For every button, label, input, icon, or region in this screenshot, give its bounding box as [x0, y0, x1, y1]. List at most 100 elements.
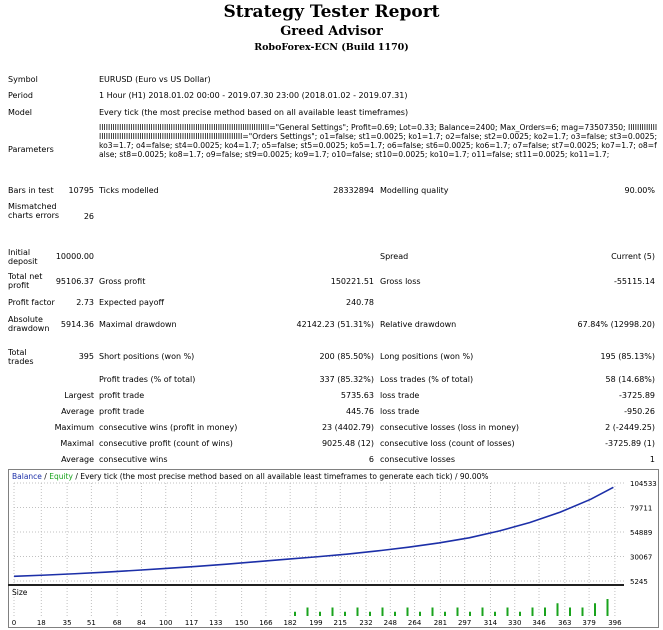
- legend-rest: / Every tick (the most precise method ba…: [73, 472, 489, 481]
- abs-drawdown-label: Absolute drawdown: [8, 315, 50, 333]
- mismatched-value: 26: [83, 212, 94, 221]
- x-tick-label: 0: [12, 619, 16, 627]
- abs-drawdown-value: 5914.36: [60, 320, 94, 329]
- largest-profit-label: profit trade: [99, 391, 145, 400]
- server-build: RoboForex-ECN (Build 1170): [254, 42, 409, 53]
- expected-payoff-value: 240.78: [346, 298, 374, 307]
- y-tick-label: 54889: [630, 529, 652, 537]
- balance-line: [13, 486, 614, 578]
- model-value: Every tick (the most precise method base…: [99, 108, 409, 117]
- avg-cons-wins-label: consecutive wins: [99, 455, 168, 464]
- profit-trades-value: 337 (85.32%): [319, 375, 374, 384]
- largest-label: Largest: [64, 391, 94, 400]
- x-tick-label: 35: [63, 619, 72, 627]
- x-tick-label: 166: [259, 619, 273, 627]
- x-tick-label: 248: [384, 619, 397, 627]
- size-bar: [356, 607, 359, 616]
- model-label: Model: [8, 108, 33, 117]
- x-tick-label: 117: [185, 619, 198, 627]
- max-drawdown-value: 42142.23 (51.31%): [296, 320, 374, 329]
- legend-equity: Equity: [49, 472, 73, 481]
- maximal-cons-profit-label: consecutive profit (count of wins): [99, 439, 233, 448]
- maximal-cons-loss-value: -3725.89 (1): [605, 439, 655, 448]
- size-bar: [481, 607, 484, 616]
- size-bar: [344, 611, 346, 616]
- size-bar: [406, 607, 409, 616]
- quality-value: 90.00%: [624, 186, 655, 195]
- x-tick-label: 199: [309, 619, 322, 627]
- quality-label: Modelling quality: [380, 186, 449, 195]
- report-title: Strategy Tester Report: [223, 2, 440, 22]
- symbol-value: EURUSD (Euro vs US Dollar): [99, 75, 211, 84]
- period-value: 1 Hour (H1) 2018.01.02 00:00 - 2019.07.3…: [99, 91, 408, 100]
- net-profit-value: 95106.37: [55, 277, 94, 286]
- gross-loss-label: Gross loss: [380, 277, 421, 286]
- rel-drawdown-value: 67.84% (12998.20): [577, 320, 655, 329]
- x-tick-label: 330: [508, 619, 521, 627]
- y-axis-labels: 104533 79711 54889 30067 5245: [630, 480, 657, 586]
- size-bar: [544, 607, 546, 616]
- rel-drawdown-label: Relative drawdown: [380, 320, 457, 329]
- gross-loss-value: -55115.14: [613, 277, 655, 286]
- balance-series: [13, 486, 614, 578]
- expected-payoff-label: Expected payoff: [99, 298, 164, 307]
- net-profit-label: Total net profit: [8, 272, 43, 290]
- spread-label: Spread: [380, 252, 409, 261]
- x-tick-label: 297: [458, 619, 471, 627]
- size-bar: [319, 611, 321, 616]
- average-profit-value: 445.76: [346, 407, 374, 416]
- size-bar: [594, 603, 596, 616]
- x-tick-label: 264: [408, 619, 422, 627]
- size-bar: [294, 611, 296, 616]
- average-loss-label: loss trade: [380, 407, 420, 416]
- avg-cons-losses-value: 1: [649, 455, 655, 464]
- size-bar: [369, 611, 371, 616]
- size-bar: [381, 607, 384, 616]
- average2-label: Average: [61, 455, 94, 464]
- size-bar: [506, 607, 509, 616]
- x-tick-label: 84: [137, 619, 146, 627]
- y-tick-label: 104533: [630, 480, 657, 488]
- long-label: Long positions (won %): [380, 352, 474, 361]
- size-bar: [581, 607, 584, 616]
- x-tick-label: 379: [582, 619, 595, 627]
- x-tick-label: 346: [532, 619, 546, 627]
- parameters-value: IIIIIIIIIIIIIIIIIIIIIIIIIIIIIIIIIIIIIIII…: [99, 123, 658, 159]
- size-bar: [531, 607, 534, 616]
- y-tick-label: 79711: [630, 505, 652, 513]
- y-tick-label: 30067: [630, 554, 652, 562]
- maximum-label: Maximum: [54, 423, 94, 432]
- long-value: 195 (85.13%): [600, 352, 655, 361]
- size-bar: [456, 607, 459, 616]
- mismatched-label: Mismatched charts errors: [8, 202, 60, 220]
- average-label: Average: [61, 407, 94, 416]
- size-bar: [431, 607, 434, 616]
- x-tick-label: 232: [359, 619, 372, 627]
- ticks-label: Ticks modelled: [99, 186, 159, 195]
- size-bar: [444, 611, 446, 616]
- size-label: Size: [12, 588, 28, 597]
- largest-loss-label: loss trade: [380, 391, 420, 400]
- max-cons-losses-value: 2 (-2449.25): [605, 423, 655, 432]
- loss-trades-label: Loss trades (% of total): [380, 375, 474, 384]
- max-cons-wins-label: consecutive wins (profit in money): [99, 423, 238, 432]
- chart-frame: [8, 469, 659, 628]
- profit-factor-value: 2.73: [76, 298, 94, 307]
- x-tick-label: 133: [209, 619, 222, 627]
- x-tick-label: 51: [87, 619, 96, 627]
- size-bar: [556, 603, 559, 616]
- spread-value: Current (5): [611, 252, 655, 261]
- profit-factor-label: Profit factor: [8, 298, 55, 307]
- loss-trades-value: 58 (14.68%): [605, 375, 655, 384]
- period-label: Period: [8, 91, 33, 100]
- size-bar: [569, 607, 571, 616]
- initial-deposit-label: Initial deposit: [8, 248, 38, 266]
- profit-trades-label: Profit trades (% of total): [99, 375, 196, 384]
- parameters-label: Parameters: [8, 145, 54, 154]
- maximal-cons-profit-value: 9025.48 (12): [321, 439, 374, 448]
- largest-loss-value: -3725.89: [619, 391, 655, 400]
- x-tick-label: 281: [434, 619, 447, 627]
- y-tick-label: 5245: [630, 578, 648, 586]
- x-tick-label: 363: [558, 619, 571, 627]
- initial-deposit-value: 10000.00: [55, 252, 94, 261]
